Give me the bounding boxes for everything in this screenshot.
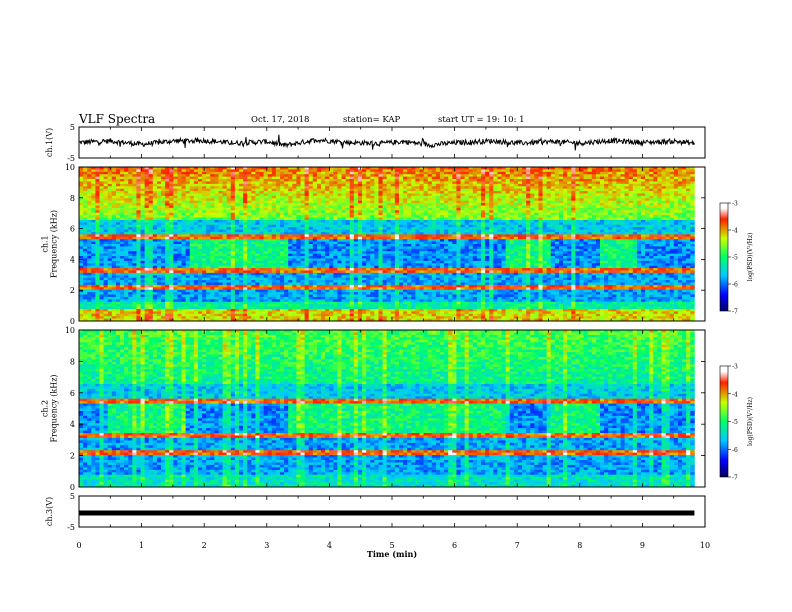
- ch1-spectrogram-colorbar-label: log(PSD)(V²/Hz): [747, 233, 754, 282]
- ch1-spectrogram-ytick-label: 8: [70, 194, 75, 203]
- ch2-spectrogram-colorbar-tick-label: -6: [732, 447, 738, 454]
- ch3-waveform-ylabel: ch.3(V): [45, 497, 54, 526]
- ch1-waveform-ytick-label: 5: [70, 123, 75, 132]
- ch1-spectrogram-colorbar-tick-label: -6: [732, 282, 738, 289]
- ch1-spectrogram-image: [79, 167, 695, 322]
- ch3-waveform-ytick-label: 5: [70, 492, 75, 501]
- date-label: Oct. 17, 2018: [251, 115, 310, 125]
- ch1-spectrogram-ylabel: Frequency (kHz): [50, 210, 59, 278]
- ch2-spectrogram-colorbar-tick-label: -4: [732, 391, 738, 398]
- ch2-spectrogram-image: [79, 330, 695, 488]
- ch1-spectrogram-colorbar: [719, 202, 729, 312]
- start-time-label: start UT = 19: 10: 1: [438, 115, 525, 125]
- ch2-spectrogram-ytick-label: 2: [70, 452, 75, 461]
- ch2-spectrogram-ylabel: Frequency (kHz): [50, 374, 59, 442]
- time-tick-label: 8: [577, 541, 582, 550]
- time-tick-label: 4: [327, 541, 332, 550]
- ch1-spectrogram-colorbar-tick-label: -4: [732, 228, 738, 235]
- figure-title: VLF Spectra: [79, 112, 156, 126]
- ch2-spectrogram-colorbar-tick-label: -7: [732, 475, 738, 482]
- ch1-spectrogram-ytick-label: 4: [70, 255, 75, 264]
- time-tick-label: 2: [202, 541, 207, 550]
- time-tick-label: 6: [452, 541, 457, 550]
- time-axis-label: Time (min): [367, 549, 417, 559]
- time-tick-label: 1: [139, 541, 144, 550]
- ch1-spectrogram-ytick-label: 10: [65, 163, 75, 172]
- ch1-spectrogram-ytick-label: 6: [70, 225, 75, 234]
- ch2-spectrogram-ylabel: ch.2: [41, 400, 50, 417]
- ch1-spectrogram-colorbar-tick-label: -5: [732, 255, 738, 262]
- ch2-spectrogram-colorbar-tick-label: -3: [732, 364, 738, 371]
- ch2-spectrogram-ytick-label: 4: [70, 420, 75, 429]
- ch2-spectrogram-ytick-label: 0: [70, 483, 75, 492]
- time-tick-label: 5: [389, 541, 394, 550]
- ch1-waveform-trace: [78, 134, 695, 151]
- station-label: station= KAP: [343, 115, 401, 125]
- time-tick-label: 10: [700, 541, 710, 550]
- ch1-spectrogram-colorbar-tick-label: -7: [732, 309, 738, 316]
- ch2-spectrogram-ytick-label: 8: [70, 357, 75, 366]
- ch2-spectrogram-colorbar-tick-label: -5: [732, 419, 738, 426]
- ch1-waveform-ylabel: ch.1(V): [45, 128, 54, 157]
- time-tick-label: 3: [264, 541, 269, 550]
- ch3-waveform-ytick-label: -5: [67, 523, 75, 532]
- ch1-spectrogram-colorbar-tick-label: -3: [732, 201, 738, 208]
- ch2-spectrogram-colorbar: [719, 365, 729, 478]
- time-tick-label: 0: [76, 541, 81, 550]
- ch2-spectrogram-ytick-label: 10: [65, 326, 75, 335]
- time-tick-label: 9: [640, 541, 645, 550]
- ch1-spectrogram-ytick-label: 2: [70, 286, 75, 295]
- ch2-spectrogram-ytick-label: 6: [70, 389, 75, 398]
- ch1-spectrogram-ytick-label: 0: [70, 317, 75, 326]
- ch1-spectrogram-ylabel: ch.1: [41, 235, 50, 252]
- ch2-spectrogram-colorbar-label: log(PSD)(V²/Hz): [747, 397, 754, 446]
- time-tick-label: 7: [515, 541, 520, 550]
- ch1-waveform-ytick-label: -5: [67, 154, 75, 163]
